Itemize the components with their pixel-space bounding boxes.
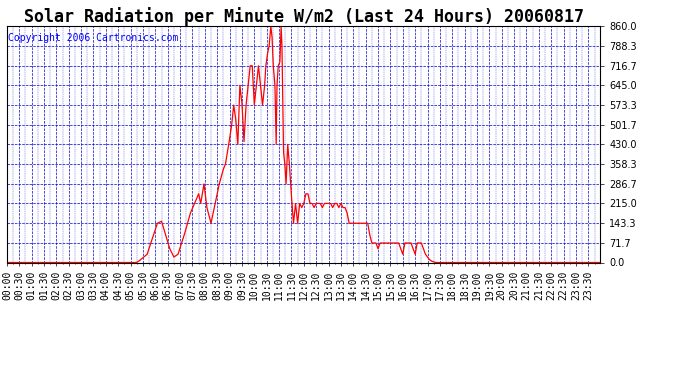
Title: Solar Radiation per Minute W/m2 (Last 24 Hours) 20060817: Solar Radiation per Minute W/m2 (Last 24… — [23, 7, 584, 26]
Text: Copyright 2006 Cartronics.com: Copyright 2006 Cartronics.com — [8, 33, 179, 44]
